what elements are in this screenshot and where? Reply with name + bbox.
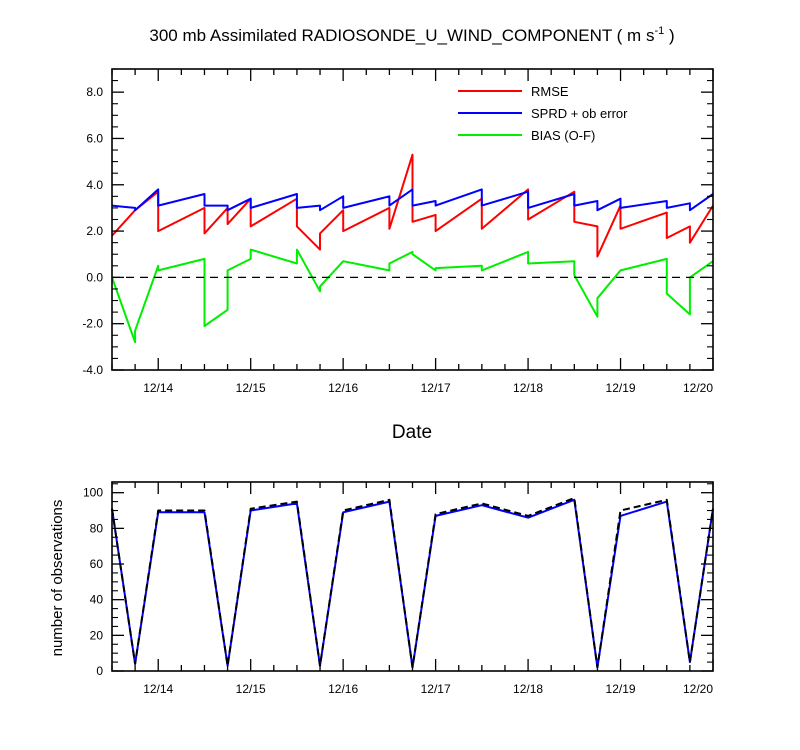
x-tick-label: 12/19	[606, 682, 636, 696]
series-line-1-0	[111, 498, 714, 669]
x-tick-label: 12/14	[143, 682, 173, 696]
bottom-axis-ticks: 0 20 40 60 80 100 12/14 12/15 12/16 12/17 12/18 12/…	[83, 482, 714, 696]
y-axis-label-observations: number of observations	[49, 500, 66, 657]
y-tick-label: -2.0	[82, 317, 103, 331]
y-tick-label: 4.0	[86, 178, 103, 192]
x-axis-label: Date	[392, 422, 432, 443]
series-line-0-2	[111, 248, 714, 344]
chart-title: 300 mb Assimilated RADIOSONDE_U_WIND_COM…	[149, 25, 674, 45]
legend: RMSE SPRD + ob error BIAS (O-F)	[458, 84, 628, 143]
top-axis-ticks: -4.0 -2.0 0.0 2.0 4.0 6.0 8.0 12/14 12/15 12/16 12…	[82, 68, 714, 395]
x-tick-label: 12/19	[606, 381, 636, 395]
y-tick-label: 8.0	[86, 85, 103, 99]
series-line-1-1	[111, 497, 714, 669]
legend-label: RMSE	[531, 84, 569, 99]
legend-label: BIAS (O-F)	[531, 128, 595, 143]
x-tick-label: 12/18	[513, 682, 543, 696]
top-series-group	[111, 153, 714, 344]
x-tick-label: 12/15	[236, 381, 266, 395]
y-tick-label: 2.0	[86, 224, 103, 238]
x-tick-label: 12/16	[328, 381, 358, 395]
top-chart: -4.0 -2.0 0.0 2.0 4.0 6.0 8.0 12/14 12/15 12/16 12…	[82, 68, 714, 443]
y-tick-label: 100	[83, 486, 103, 500]
x-tick-label: 12/20	[683, 381, 713, 395]
x-tick-label: 12/17	[421, 682, 451, 696]
y-tick-label: 40	[90, 593, 104, 607]
y-tick-label: 60	[90, 557, 104, 571]
y-tick-label: 0.0	[86, 270, 103, 284]
top-plot-frame	[111, 68, 714, 371]
bottom-plot-frame	[111, 481, 714, 672]
x-tick-label: 12/14	[143, 381, 173, 395]
bottom-chart: 0 20 40 60 80 100 12/14 12/15 12/16 12/17 12/18 12/…	[49, 481, 714, 696]
x-tick-label: 12/17	[421, 381, 451, 395]
series-line-0-1	[111, 188, 714, 212]
y-tick-label: 20	[90, 628, 104, 642]
legend-label: SPRD + ob error	[531, 106, 628, 121]
x-tick-label: 12/18	[513, 381, 543, 395]
y-tick-label: 6.0	[86, 131, 103, 145]
y-tick-label: 80	[90, 521, 104, 535]
bottom-series-group	[111, 497, 714, 669]
x-tick-label: 12/15	[236, 682, 266, 696]
x-tick-label: 12/20	[683, 682, 713, 696]
y-tick-label: 0	[96, 664, 103, 678]
y-tick-label: -4.0	[82, 363, 103, 377]
x-tick-label: 12/16	[328, 682, 358, 696]
